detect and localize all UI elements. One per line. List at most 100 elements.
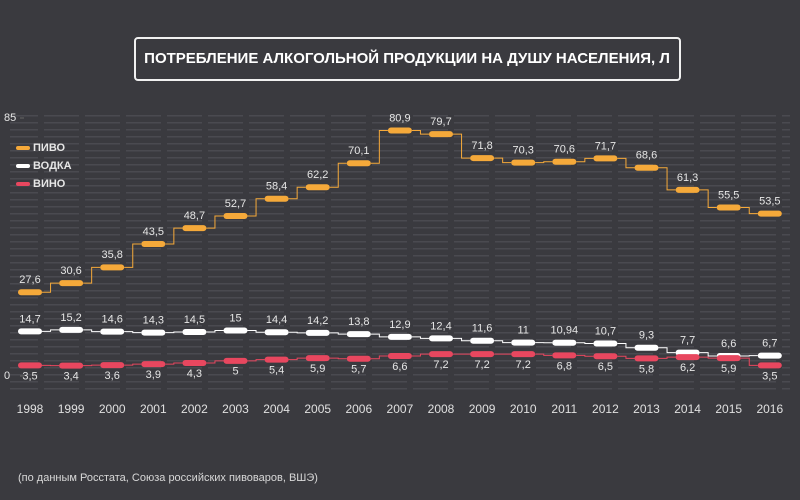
chart-title: ПОТРЕБЛЕНИЕ АЛКОГОЛЬНОЙ ПРОДУКЦИИ НА ДУШ… (144, 49, 670, 67)
step-connector (658, 167, 676, 191)
x-tick-label: 2002 (181, 402, 208, 416)
background-pattern (10, 110, 790, 390)
value-label: 14,7 (19, 313, 40, 325)
step-connector (370, 129, 388, 164)
step-connector (494, 157, 512, 164)
step-bar (264, 329, 289, 336)
step-connector (247, 359, 265, 362)
value-label: 71,8 (471, 140, 492, 152)
value-label: 52,7 (225, 198, 246, 210)
step-bar (757, 210, 782, 217)
step-bar (552, 339, 577, 346)
step-bar (675, 354, 700, 361)
x-tick-label: 2008 (428, 402, 455, 416)
step-bar (264, 195, 289, 202)
step-bar (100, 328, 125, 335)
step-connector (370, 333, 388, 338)
step-bar (757, 362, 782, 369)
step-connector (535, 353, 553, 356)
step-bar (264, 356, 289, 363)
value-label: 53,5 (759, 196, 780, 208)
step-connector (42, 282, 60, 293)
value-label: 11,6 (472, 323, 493, 335)
step-bar (511, 351, 536, 358)
x-tick-label: 1999 (58, 402, 85, 416)
value-label: 5,8 (639, 363, 654, 375)
value-label: 68,6 (636, 150, 657, 162)
value-label: 14,2 (307, 315, 328, 327)
step-connector (165, 362, 183, 365)
step-bar (100, 264, 125, 271)
x-tick-label: 2000 (99, 402, 126, 416)
step-connector (740, 207, 758, 215)
step-bar (100, 362, 125, 369)
value-label: 6,5 (598, 361, 613, 373)
value-label: 5,4 (269, 365, 284, 377)
step-bar (387, 352, 412, 359)
value-label: 3,4 (63, 371, 78, 383)
step-connector (165, 227, 183, 245)
step-connector (411, 336, 429, 339)
value-label: 55,5 (718, 189, 739, 201)
value-label: 70,3 (512, 145, 533, 157)
value-label: 70,6 (554, 144, 575, 156)
value-label: 7,2 (433, 359, 448, 371)
step-bar (305, 184, 330, 191)
step-bar (470, 351, 495, 358)
step-bar (470, 155, 495, 162)
step-bar (593, 353, 618, 360)
value-label: 14,4 (266, 314, 287, 326)
value-label: 5,9 (310, 363, 325, 375)
x-tick-label: 2003 (222, 402, 249, 416)
step-bar (675, 186, 700, 193)
step-bar (59, 280, 84, 287)
value-label: 14,6 (101, 314, 122, 326)
step-connector (83, 329, 101, 333)
title-frame (134, 37, 681, 81)
step-connector (576, 354, 594, 357)
step-connector (206, 360, 224, 364)
x-tick-label: 2005 (304, 402, 331, 416)
step-bar (634, 355, 659, 362)
step-connector (288, 331, 306, 334)
step-connector (411, 353, 429, 357)
step-connector (453, 337, 471, 342)
step-bar (346, 331, 371, 338)
value-label: 14,5 (184, 314, 205, 326)
value-label: 79,7 (430, 116, 451, 128)
step-connector (740, 357, 758, 366)
step-bar (346, 355, 371, 362)
source-note: (по данным Росстата, Союза российских пи… (18, 472, 318, 484)
step-connector (699, 352, 717, 357)
step-bar (223, 327, 248, 334)
x-tick-label: 2011 (551, 402, 577, 416)
step-connector (658, 347, 676, 354)
value-label: 48,7 (184, 210, 205, 222)
x-tick-label: 2013 (633, 402, 660, 416)
value-label: 5,9 (721, 363, 736, 375)
value-label: 10,7 (595, 325, 616, 337)
step-bar (593, 340, 618, 347)
step-bar (716, 355, 741, 362)
x-tick-label: 2006 (345, 402, 372, 416)
step-bar (511, 339, 536, 346)
legend-label: ПИВО (33, 142, 65, 154)
x-tick-label: 2016 (756, 402, 783, 416)
legend-label: ВИНО (33, 178, 66, 190)
step-bar (59, 326, 84, 333)
x-tick-label: 2014 (674, 402, 701, 416)
value-label: 12,9 (389, 319, 410, 331)
step-connector (247, 329, 265, 333)
step-connector (658, 356, 676, 359)
value-label: 6,7 (762, 338, 777, 350)
value-label: 43,5 (143, 226, 164, 238)
step-connector (494, 340, 512, 344)
step-connector (453, 133, 471, 159)
value-label: 15 (229, 312, 241, 324)
step-connector (699, 356, 717, 359)
x-tick-label: 2009 (469, 402, 496, 416)
step-bar (552, 158, 577, 165)
step-connector (288, 186, 306, 200)
step-connector (124, 243, 142, 268)
step-bar (18, 289, 42, 296)
